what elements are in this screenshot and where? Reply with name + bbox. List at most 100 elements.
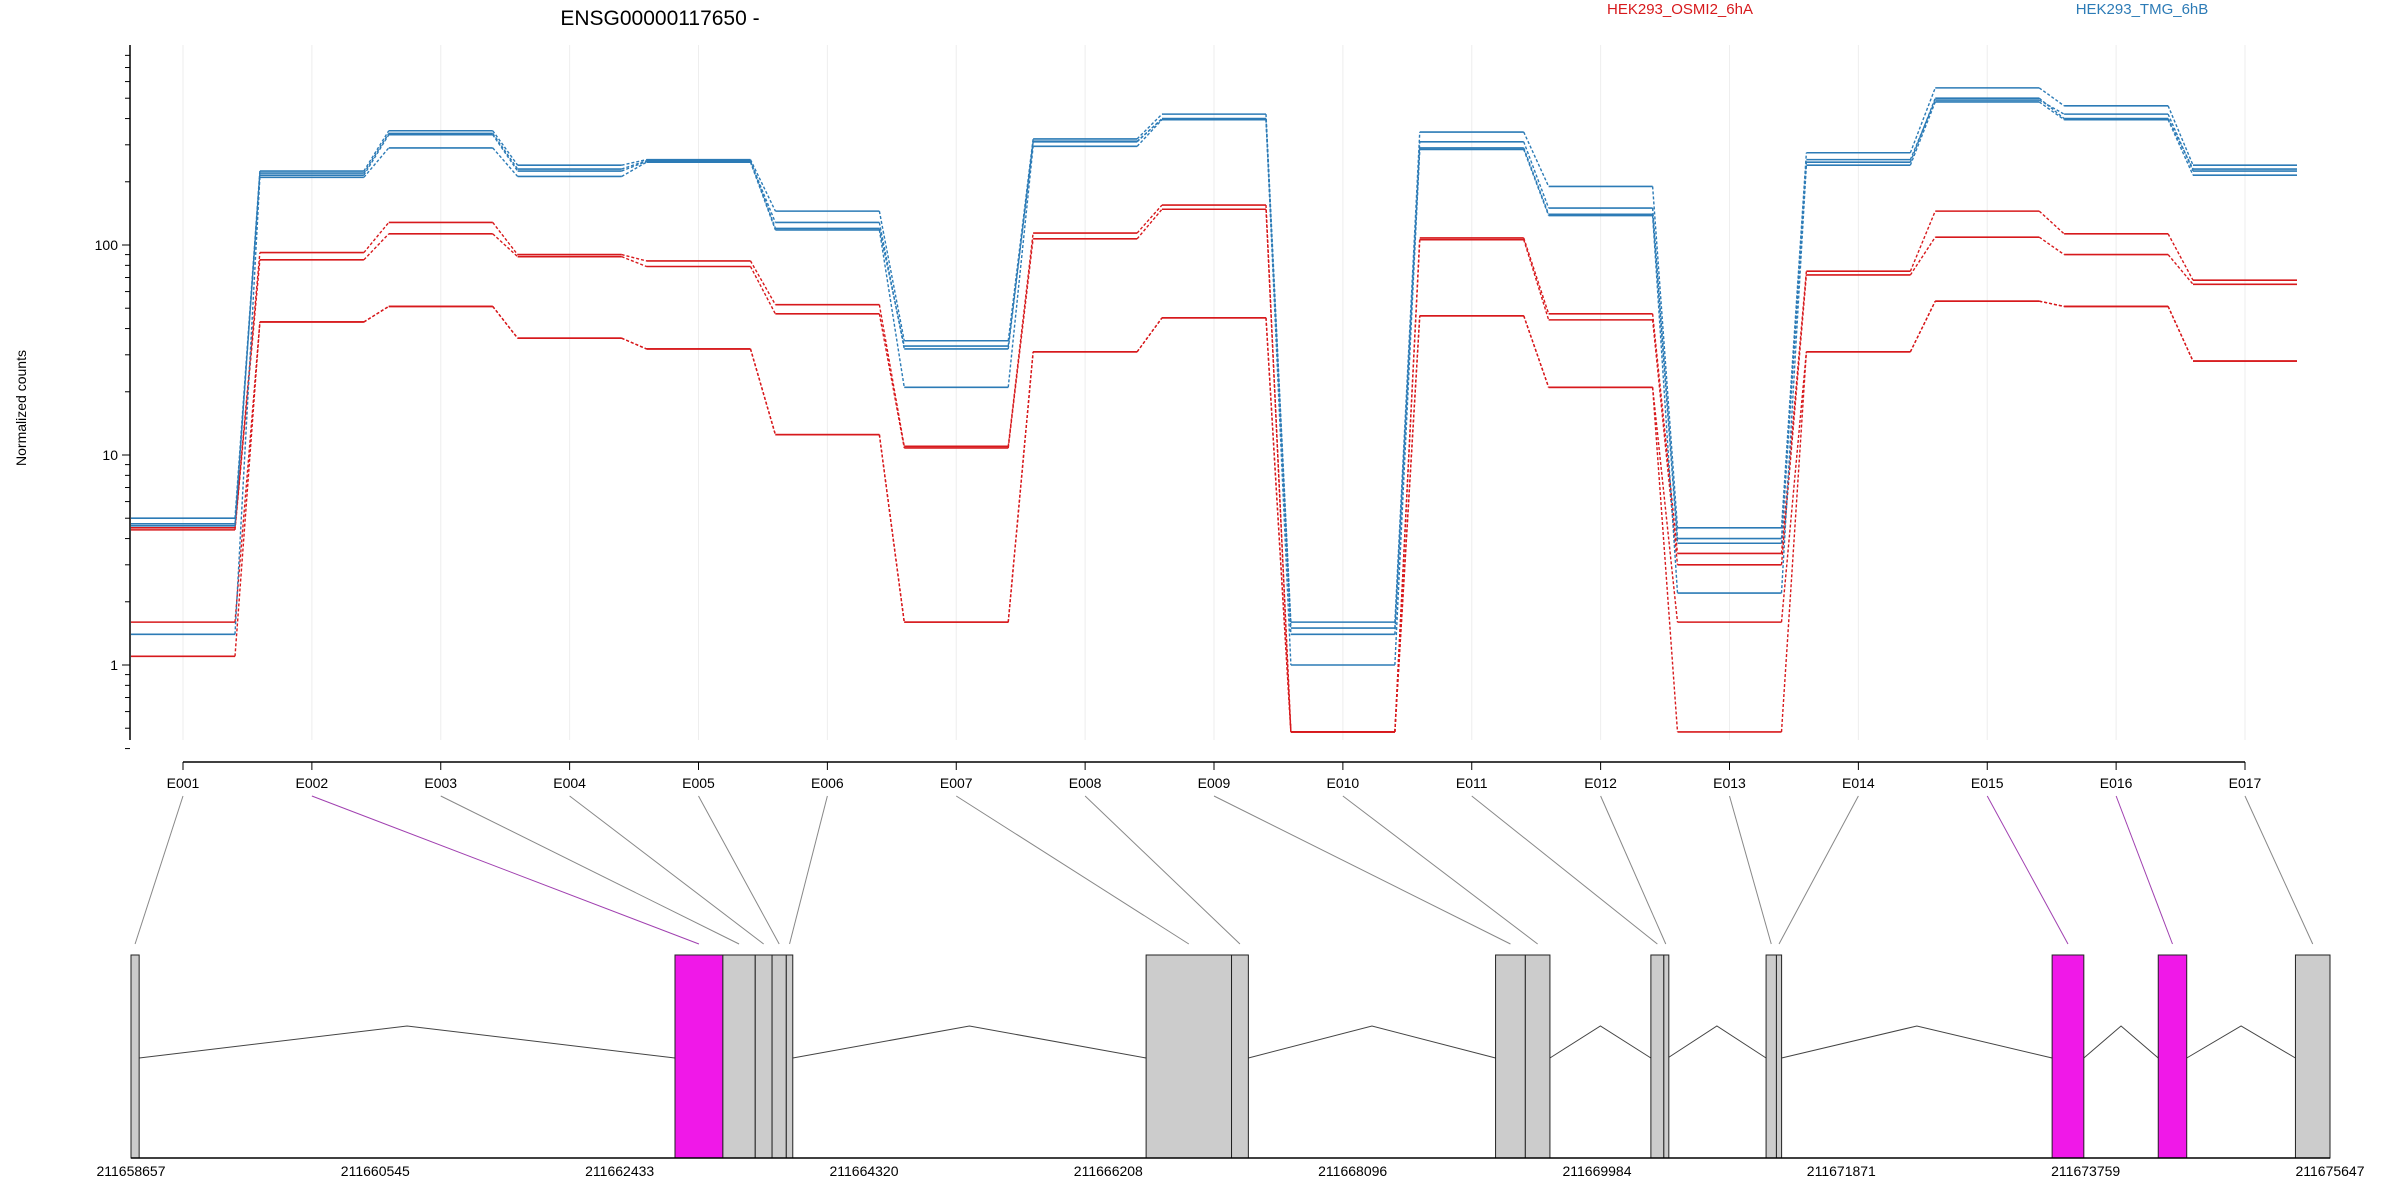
- coord-label: 211675647: [2295, 1163, 2364, 1179]
- x-tick-label-e009: E009: [1198, 775, 1231, 791]
- series-7-connector: [621, 161, 647, 178]
- series-8-connector: [1523, 147, 1550, 215]
- x-tick-label-e003: E003: [424, 775, 457, 791]
- series-1-connector: [749, 260, 776, 305]
- coord-label: 211662433: [585, 1163, 654, 1179]
- x-tick-label-e004: E004: [553, 775, 586, 791]
- series-1-connector: [492, 222, 519, 256]
- intron-2: [792, 1025, 1147, 1059]
- intron-3: [1248, 1025, 1496, 1059]
- series-5-connector: [621, 158, 647, 166]
- series-7-connector: [1909, 101, 1936, 166]
- series-2-connector: [1007, 238, 1034, 449]
- x-tick-label-e017: E017: [2229, 775, 2262, 791]
- x-tick-label-e014: E014: [1842, 775, 1875, 791]
- exon-e002: [674, 954, 724, 1159]
- series-7-connector: [234, 177, 261, 635]
- x-gridlines: [182, 45, 2246, 740]
- y-axis: 1 10 100: [95, 45, 131, 750]
- series-3-connector: [621, 337, 647, 350]
- series-7-connector: [492, 147, 519, 177]
- series-1-connector: [1523, 237, 1550, 315]
- series-2: [131, 208, 2297, 733]
- series-4-connector: [492, 305, 519, 339]
- series-2-connector: [1136, 208, 1163, 240]
- series-2-connector: [234, 259, 261, 530]
- coord-label: 211660545: [341, 1163, 410, 1179]
- legend-label-tmg: HEK293_TMG_6hB: [2076, 1, 2209, 18]
- series-1-connector: [1265, 204, 1292, 732]
- y-tick-label: 10: [102, 447, 118, 463]
- series-4-connector: [1909, 300, 1936, 353]
- series-2-connector: [621, 256, 647, 268]
- series-3-connector: [363, 305, 390, 323]
- exon-e003: [722, 954, 756, 1159]
- connector-e008: [1084, 795, 1241, 945]
- x-tick-label-e005: E005: [682, 775, 715, 791]
- series-6-connector: [1909, 99, 1936, 160]
- series-6-connector: [621, 160, 647, 172]
- connector-e017: [2244, 795, 2314, 945]
- series-8: [131, 97, 2297, 666]
- coord-label: 211673759: [2051, 1163, 2120, 1179]
- x-tick-label-e016: E016: [2100, 775, 2133, 791]
- x-tick-label-e013: E013: [1713, 775, 1746, 791]
- series-6-connector: [492, 134, 519, 172]
- chart-title: ENSG00000117650 -: [560, 7, 759, 30]
- series-8-connector: [878, 228, 905, 347]
- series-2-connector: [1265, 209, 1292, 732]
- series-7-connector: [1651, 215, 1679, 594]
- series-5-connector: [1651, 186, 1679, 528]
- exon-e012: [1663, 954, 1670, 1159]
- legend-label-osmi2: HEK293_OSMI2_6hA: [1607, 1, 1753, 18]
- series-7-connector: [2038, 101, 2065, 121]
- x-tick-label-e012: E012: [1584, 775, 1617, 791]
- x-tick-label-e007: E007: [940, 775, 973, 791]
- series-5-connector: [363, 130, 390, 172]
- coord-label: 211669984: [1562, 1163, 1631, 1179]
- x-tick-label-e010: E010: [1327, 775, 1360, 791]
- series-2-connector: [492, 233, 519, 258]
- y-tick-label: 100: [95, 237, 119, 253]
- series-4: [131, 300, 2297, 733]
- series-7-connector: [1780, 165, 1808, 594]
- intron-7: [2083, 1025, 2159, 1059]
- connector-e007: [955, 795, 1190, 945]
- connector-e002: [311, 795, 700, 945]
- series-2-connector: [1394, 239, 1421, 732]
- connector-e003: [440, 795, 740, 945]
- genomic-coordinate-axis: 211658657 211660545 211662433 211664320 2116…: [96, 1157, 2365, 1179]
- series-4-connector: [234, 321, 261, 657]
- series-4-connector: [2039, 300, 2065, 308]
- coord-label: 211668096: [1318, 1163, 1387, 1179]
- series-7-connector: [1136, 119, 1163, 147]
- x-tick-label-e006: E006: [811, 775, 844, 791]
- connector-e014: [1778, 795, 1859, 945]
- intron-6: [1781, 1025, 2053, 1059]
- exon-e008: [1231, 954, 1249, 1159]
- exon-e004: [754, 954, 773, 1159]
- x-tick-label-e015: E015: [1971, 775, 2004, 791]
- series-8-connector: [1007, 141, 1034, 347]
- series-1-connector: [2038, 210, 2065, 235]
- series-2-connector: [878, 313, 905, 449]
- series-4-connector: [363, 305, 390, 323]
- connector-e009: [1213, 795, 1511, 945]
- connector-e012: [1600, 795, 1667, 945]
- series-6-connector: [234, 175, 261, 524]
- series-5-connector: [492, 130, 519, 166]
- exon-e011: [1650, 954, 1665, 1159]
- series-4-connector: [1136, 317, 1163, 353]
- series-8-connector: [2038, 97, 2065, 120]
- series-1-connector: [621, 253, 647, 262]
- series-8-connector: [1780, 162, 1808, 544]
- series-7-connector: [363, 147, 390, 178]
- coord-label: 211666208: [1074, 1163, 1143, 1179]
- series-5-connector: [878, 210, 905, 341]
- series-6-connector: [363, 134, 390, 176]
- y-axis-label: Normalized counts: [13, 350, 29, 466]
- series-4-connector: [1394, 315, 1421, 732]
- connector-e004: [569, 795, 764, 945]
- series-5-connector: [1780, 152, 1808, 528]
